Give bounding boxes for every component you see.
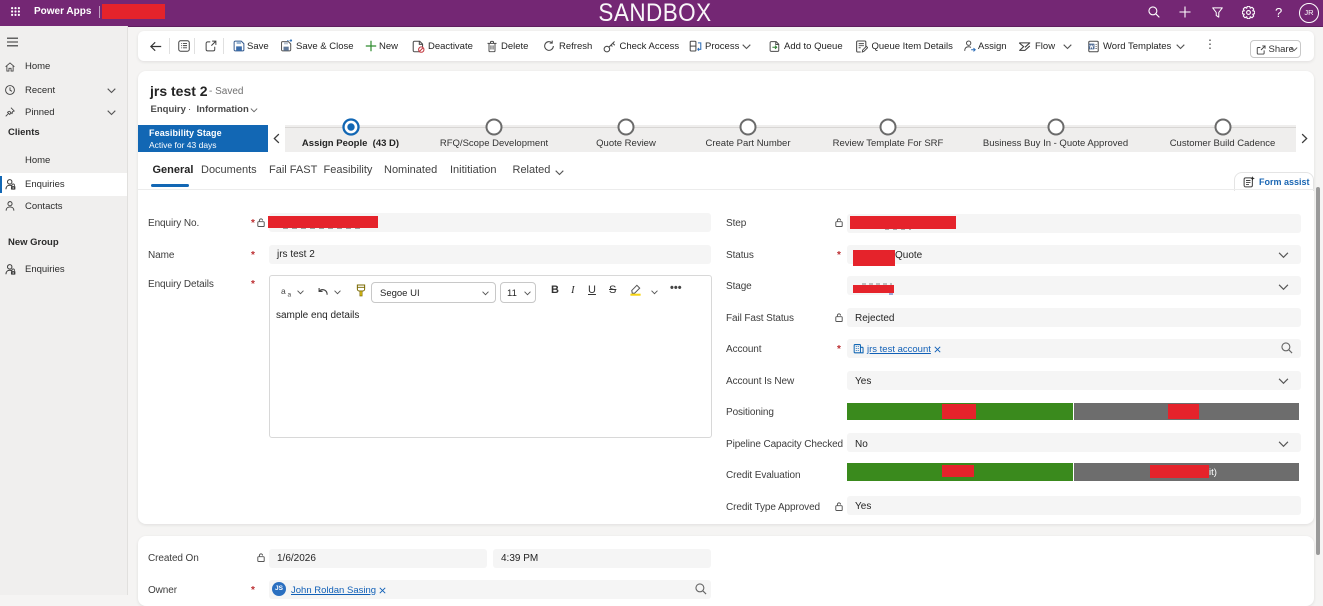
svg-text:a: a (288, 292, 292, 298)
svg-text:a: a (281, 286, 286, 296)
